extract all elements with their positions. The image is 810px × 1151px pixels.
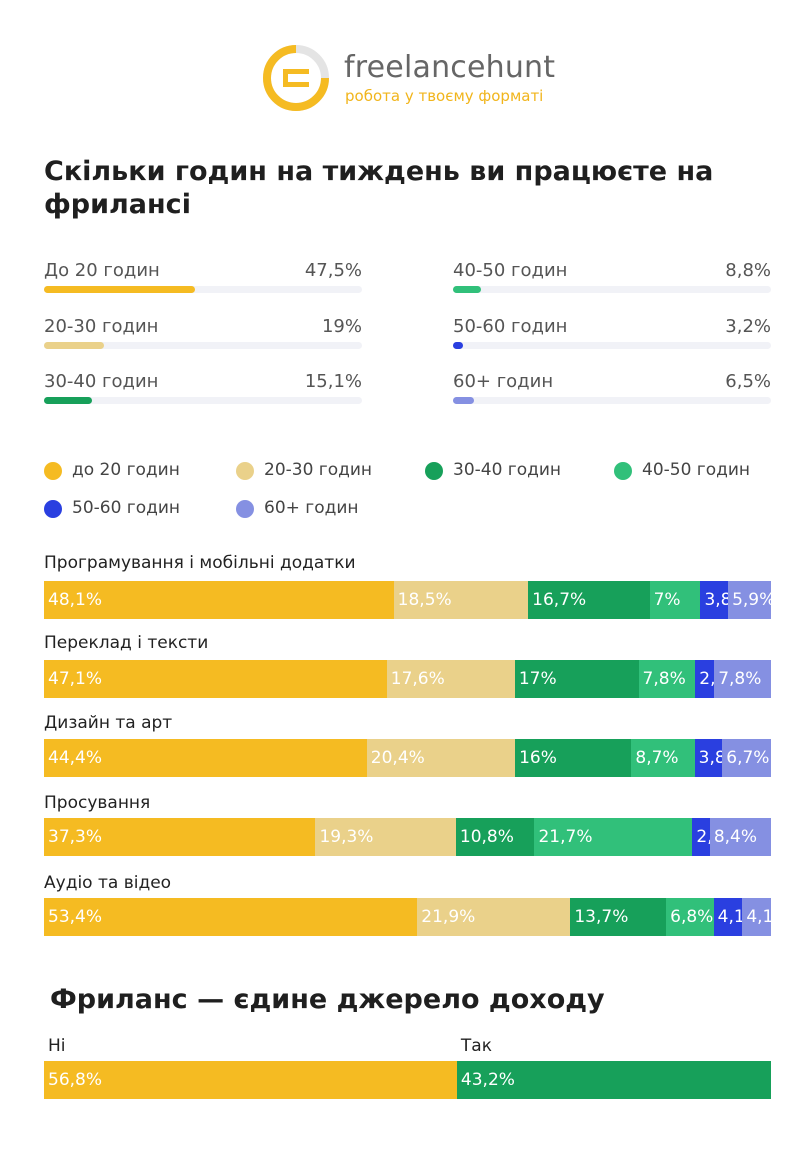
hours-stat-fill — [453, 286, 481, 293]
bar-segment: 10,8% — [455, 818, 535, 856]
bar-segment: 8,4% — [709, 818, 771, 856]
hours-stat: 20-30 годин 19% — [44, 316, 362, 366]
hours-stat-value: 8,8% — [725, 260, 771, 281]
bar-segment: 6,8% — [666, 898, 714, 936]
brand-logo: freelancehunt робота у твоєму форматі — [258, 40, 558, 116]
hours-stat-track — [44, 397, 362, 404]
brand-name: freelancehunt — [344, 50, 556, 85]
stacked-bar: 48,1%18,5%16,7%7%3,8%5,9% — [44, 581, 771, 619]
legend-swatch-icon — [44, 500, 62, 518]
legend-swatch-icon — [614, 462, 632, 480]
bar-segment: 2,4% — [692, 818, 710, 856]
bar-segment: 19,3% — [315, 818, 456, 856]
legend-label: 20-30 годин — [264, 460, 373, 480]
income-bar: 56,8% 43,2% — [44, 1061, 771, 1099]
hours-stat-value: 6,5% — [725, 371, 771, 392]
category-label: Програмування і мобільні додатки — [44, 553, 356, 573]
legend-swatch-icon — [425, 462, 443, 480]
bar-segment: 21,7% — [534, 818, 693, 856]
income-category-label: Так — [460, 1036, 492, 1056]
hours-stat-fill — [453, 397, 474, 404]
legend-label: 60+ годин — [264, 498, 359, 518]
hours-stat-fill — [453, 342, 464, 349]
hours-stat-label: 40-50 годин — [453, 260, 568, 281]
stacked-bar: 37,3%19,3%10,8%21,7%2,4%8,4% — [44, 818, 771, 856]
category-label: Просування — [44, 793, 151, 813]
legend-label: до 20 годин — [72, 460, 180, 480]
bar-segment: 17,6% — [386, 660, 515, 698]
bar-segment: 18,5% — [393, 581, 529, 619]
hours-stat-fill — [44, 397, 93, 404]
hours-stat: До 20 годин 47,5% — [44, 260, 362, 310]
bar-segment: 7,8% — [714, 660, 771, 698]
bar-segment: 6,7% — [722, 739, 771, 777]
category-label: Аудіо та відео — [44, 873, 172, 893]
bar-segment: 7% — [649, 581, 701, 619]
hours-stat-label: 50-60 годин — [453, 316, 568, 337]
hours-stat-value: 15,1% — [304, 371, 362, 392]
hours-stat-label: 30-40 годин — [44, 371, 159, 392]
hours-title: Скільки годин на тиждень ви працюєте на … — [44, 156, 714, 220]
hours-stat-track — [453, 342, 771, 349]
bar-segment: 4,1% — [742, 898, 771, 936]
bar-segment: 47,1% — [44, 660, 387, 698]
hours-stat-track — [44, 286, 362, 293]
legend-label: 30-40 годин — [453, 460, 562, 480]
legend-label: 50-60 годин — [72, 498, 181, 518]
hours-stat-value: 19% — [321, 316, 362, 337]
bar-segment: 53,4% — [44, 898, 418, 936]
income-category-label: Ні — [48, 1036, 66, 1056]
hours-stat-fill — [44, 286, 196, 293]
bar-segment: 4,1% — [713, 898, 743, 936]
hours-stat-track — [453, 397, 771, 404]
hours-stat-label: 60+ годин — [453, 371, 554, 392]
hours-stat-value: 3,2% — [725, 316, 771, 337]
legend-swatch-icon — [236, 462, 254, 480]
bar-segment: 17% — [514, 660, 639, 698]
legend-swatch-icon — [44, 462, 62, 480]
bar-segment: 44,4% — [44, 739, 367, 777]
income-segment: 43,2% — [456, 1061, 771, 1099]
hours-stat: 40-50 годин 8,8% — [453, 260, 771, 310]
income-segment: 56,8% — [44, 1061, 457, 1099]
bar-segment: 16,7% — [528, 581, 650, 619]
hours-stat-track — [453, 286, 771, 293]
hours-stat-value: 47,5% — [304, 260, 362, 281]
income-title: Фриланс — єдине джерело доходу — [50, 984, 605, 1015]
bar-segment: 7,8% — [638, 660, 696, 698]
bar-segment: 48,1% — [44, 581, 394, 619]
hours-stat: 30-40 годин 15,1% — [44, 371, 362, 421]
bar-segment: 20,4% — [366, 739, 516, 777]
bar-segment: 37,3% — [44, 818, 316, 856]
bar-segment: 16% — [515, 739, 632, 777]
legend-swatch-icon — [236, 500, 254, 518]
hours-stat-track — [44, 342, 362, 349]
hours-stat-label: До 20 годин — [44, 260, 160, 281]
bar-segment: 13,7% — [570, 898, 667, 936]
category-label: Переклад і тексти — [44, 633, 209, 653]
bar-segment: 3,8% — [694, 739, 723, 777]
bar-segment: 5,9% — [728, 581, 771, 619]
stacked-bar: 53,4%21,9%13,7%6,8%4,1%4,1% — [44, 898, 771, 936]
stacked-bar: 47,1%17,6%17%7,8%2,6%7,8% — [44, 660, 771, 698]
freelancehunt-logo-icon — [263, 45, 329, 111]
bar-segment: 2,6% — [695, 660, 715, 698]
stacked-bar: 44,4%20,4%16%8,7%3,8%6,7% — [44, 739, 771, 777]
category-label: Дизайн та арт — [44, 713, 173, 733]
legend-label: 40-50 годин — [642, 460, 751, 480]
bar-segment: 3,8% — [700, 581, 729, 619]
hours-stat: 50-60 годин 3,2% — [453, 316, 771, 366]
brand-tagline: робота у твоєму форматі — [345, 87, 544, 105]
hours-stat-fill — [44, 342, 105, 349]
bar-segment: 21,9% — [417, 898, 571, 936]
bar-segment: 8,7% — [631, 739, 695, 777]
hours-stat-label: 20-30 годин — [44, 316, 159, 337]
hours-stat: 60+ годин 6,5% — [453, 371, 771, 421]
